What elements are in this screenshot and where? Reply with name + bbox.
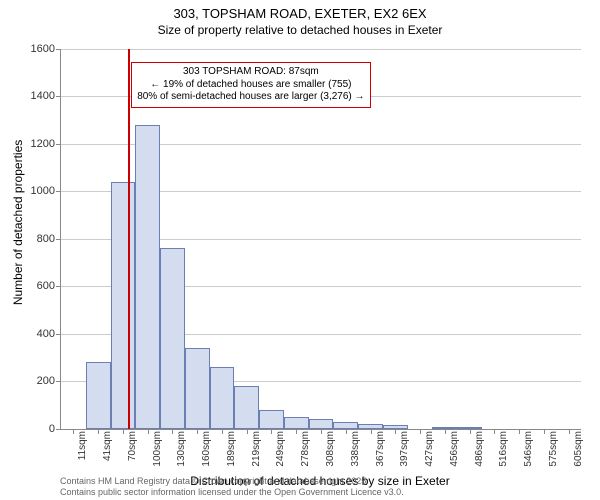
xtick-label: 456sqm xyxy=(449,429,460,467)
xtick-label: 219sqm xyxy=(251,429,262,467)
xtick-label: 100sqm xyxy=(152,429,163,467)
plot-area: Number of detached properties 0200400600… xyxy=(60,49,581,430)
xtick-label: 605sqm xyxy=(573,429,584,467)
xtick-label: 11sqm xyxy=(77,429,88,460)
xtick-label: 516sqm xyxy=(498,429,509,467)
xtick-mark xyxy=(321,429,322,434)
ytick-label: 1400 xyxy=(31,90,61,102)
xtick-mark xyxy=(494,429,495,434)
xtick-label: 367sqm xyxy=(375,429,386,467)
xtick-label: 308sqm xyxy=(325,429,336,467)
histogram-bar xyxy=(135,125,160,429)
xtick-mark xyxy=(197,429,198,434)
histogram-bar xyxy=(210,367,235,429)
annotation-line-3: 80% of semi-detached houses are larger (… xyxy=(137,91,364,104)
xtick-label: 70sqm xyxy=(127,429,138,461)
histogram-bar xyxy=(185,348,210,429)
xtick-label: 486sqm xyxy=(474,429,485,467)
ytick-label: 200 xyxy=(37,375,61,387)
xtick-label: 427sqm xyxy=(424,429,435,467)
annotation-line-1: 303 TOPSHAM ROAD: 87sqm xyxy=(137,66,364,79)
xtick-mark xyxy=(98,429,99,434)
xtick-label: 546sqm xyxy=(523,429,534,467)
xtick-label: 41sqm xyxy=(102,429,113,461)
annotation-box: 303 TOPSHAM ROAD: 87sqm← 19% of detached… xyxy=(131,62,370,108)
histogram-bar xyxy=(284,417,309,429)
xtick-label: 575sqm xyxy=(548,429,559,467)
chart-footer: Contains HM Land Registry data © Crown c… xyxy=(60,476,404,498)
histogram-bar xyxy=(333,422,358,429)
annotation-line-2: ← 19% of detached houses are smaller (75… xyxy=(137,79,364,92)
footer-line-1: Contains HM Land Registry data © Crown c… xyxy=(60,476,404,487)
xtick-mark xyxy=(123,429,124,434)
ytick-label: 400 xyxy=(37,328,61,340)
xtick-mark xyxy=(519,429,520,434)
histogram-bar xyxy=(160,248,185,429)
xtick-mark xyxy=(247,429,248,434)
xtick-mark xyxy=(346,429,347,434)
xtick-mark xyxy=(445,429,446,434)
xtick-label: 189sqm xyxy=(226,429,237,467)
xtick-label: 397sqm xyxy=(399,429,410,467)
xtick-mark xyxy=(420,429,421,434)
histogram-bar xyxy=(259,410,284,429)
reference-line xyxy=(128,49,130,429)
xtick-mark xyxy=(395,429,396,434)
xtick-mark xyxy=(222,429,223,434)
xtick-label: 160sqm xyxy=(201,429,212,467)
ytick-label: 800 xyxy=(37,233,61,245)
ytick-label: 600 xyxy=(37,280,61,292)
histogram-bar xyxy=(86,362,111,429)
plot-wrap: Number of detached properties 0200400600… xyxy=(60,49,600,430)
xtick-mark xyxy=(296,429,297,434)
footer-line-2: Contains public sector information licen… xyxy=(60,487,404,498)
gridline xyxy=(61,49,581,50)
xtick-mark xyxy=(271,429,272,434)
xtick-label: 278sqm xyxy=(300,429,311,467)
xtick-mark xyxy=(371,429,372,434)
xtick-mark xyxy=(470,429,471,434)
histogram-bar xyxy=(309,419,334,429)
ytick-label: 1200 xyxy=(31,138,61,150)
xtick-mark xyxy=(569,429,570,434)
xtick-label: 249sqm xyxy=(275,429,286,467)
xtick-mark xyxy=(544,429,545,434)
xtick-label: 130sqm xyxy=(176,429,187,467)
xtick-label: 338sqm xyxy=(350,429,361,467)
histogram-bar xyxy=(234,386,259,429)
xtick-mark xyxy=(172,429,173,434)
ytick-label: 1600 xyxy=(31,43,61,55)
chart-subtitle: Size of property relative to detached ho… xyxy=(0,23,600,41)
histogram-chart: 303, TOPSHAM ROAD, EXETER, EX2 6EX Size … xyxy=(0,0,600,500)
histogram-bar xyxy=(111,182,136,429)
xtick-mark xyxy=(73,429,74,434)
y-axis-label: Number of detached properties xyxy=(11,73,25,238)
ytick-label: 1000 xyxy=(31,185,61,197)
chart-title: 303, TOPSHAM ROAD, EXETER, EX2 6EX xyxy=(0,0,600,23)
xtick-mark xyxy=(148,429,149,434)
ytick-label: 0 xyxy=(49,423,61,435)
